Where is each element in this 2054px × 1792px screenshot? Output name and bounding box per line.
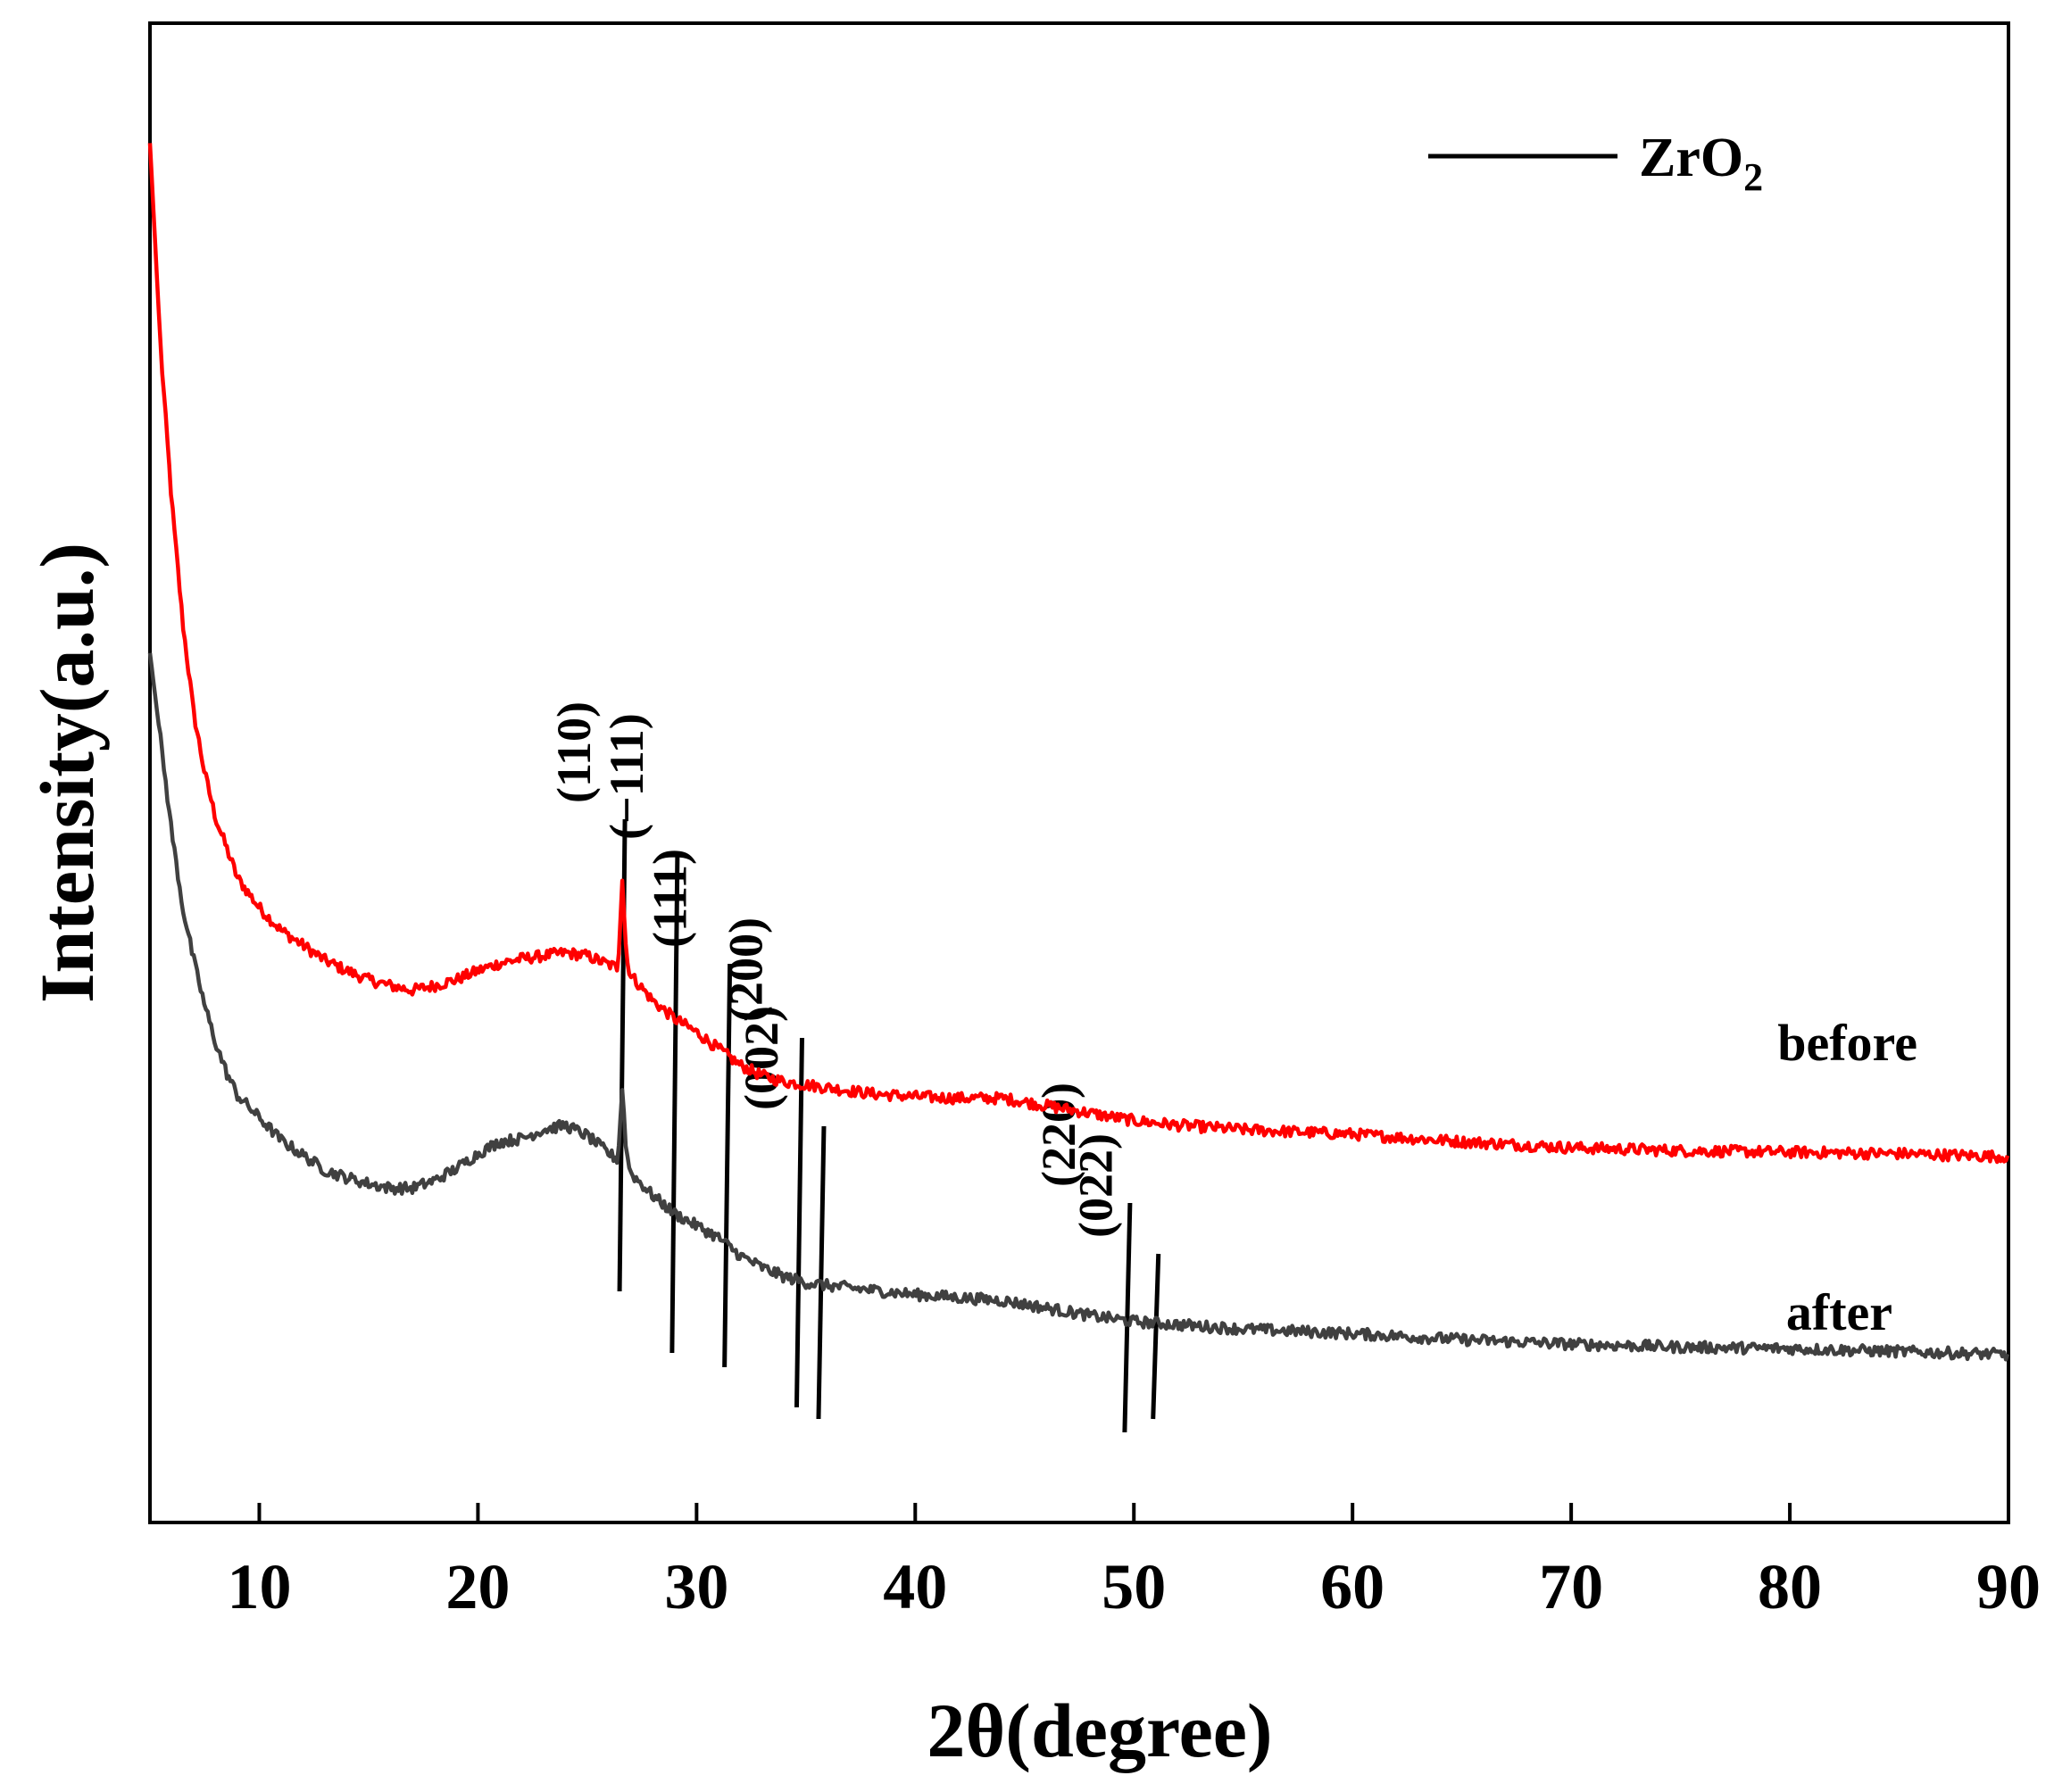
series-label-before: before bbox=[1777, 1014, 1917, 1072]
zro2-reference-lines: (110)(−111) (111) (200)(002) (220)(022) bbox=[547, 701, 1161, 1433]
y-axis-title: Intensity(a.u.) bbox=[24, 543, 110, 1003]
x-tick-label-50: 50 bbox=[1102, 1551, 1166, 1622]
ref-line-(022) bbox=[1151, 1253, 1161, 1420]
series-layer bbox=[147, 143, 2010, 1362]
x-tick-label-10: 10 bbox=[227, 1551, 291, 1622]
x-tick-label-40: 40 bbox=[883, 1551, 947, 1622]
x-tick-label-70: 70 bbox=[1539, 1551, 1603, 1622]
ref-line-(002) bbox=[816, 1125, 827, 1420]
peak-label-(110): (110) bbox=[547, 701, 601, 803]
x-axis-title: 2θ(degree) bbox=[927, 1688, 1272, 1773]
x-tick-label-60: 60 bbox=[1320, 1551, 1385, 1622]
legend-label: ZrO2 bbox=[1639, 128, 1763, 199]
peak-label-(200): (200) bbox=[719, 917, 772, 1022]
ref-line-(−111) bbox=[669, 855, 680, 1354]
x-tick-label-80: 80 bbox=[1758, 1551, 1822, 1622]
peak-label-(220): (220) bbox=[1032, 1083, 1085, 1187]
legend-label-subscript: 2 bbox=[1743, 155, 1763, 199]
legend-label-text: ZrO bbox=[1639, 128, 1743, 188]
legend: ZrO2 bbox=[1428, 128, 1763, 199]
ref-line-(220) bbox=[1122, 1202, 1133, 1433]
x-tick-label-20: 20 bbox=[445, 1551, 510, 1622]
ref-line-(111) bbox=[722, 963, 733, 1368]
x-tick-label-30: 30 bbox=[664, 1551, 728, 1622]
peak-label-(−111): (−111) bbox=[600, 713, 653, 840]
series-label-after: after bbox=[1786, 1283, 1892, 1341]
ref-line-(200) bbox=[794, 1037, 804, 1408]
peak-label-(022): (022) bbox=[1069, 1133, 1123, 1238]
x-tick-label-90: 90 bbox=[1976, 1551, 2041, 1622]
series-before-line bbox=[147, 143, 2010, 1165]
plot-frame bbox=[148, 21, 2010, 1524]
peak-label-(111): (111) bbox=[644, 849, 697, 948]
peak-label-(002): (002) bbox=[735, 1006, 788, 1110]
series-after-line bbox=[147, 652, 2010, 1362]
x-axis-ticks: 10 20 30 40 50 60 70 80 90 bbox=[227, 1503, 2041, 1622]
